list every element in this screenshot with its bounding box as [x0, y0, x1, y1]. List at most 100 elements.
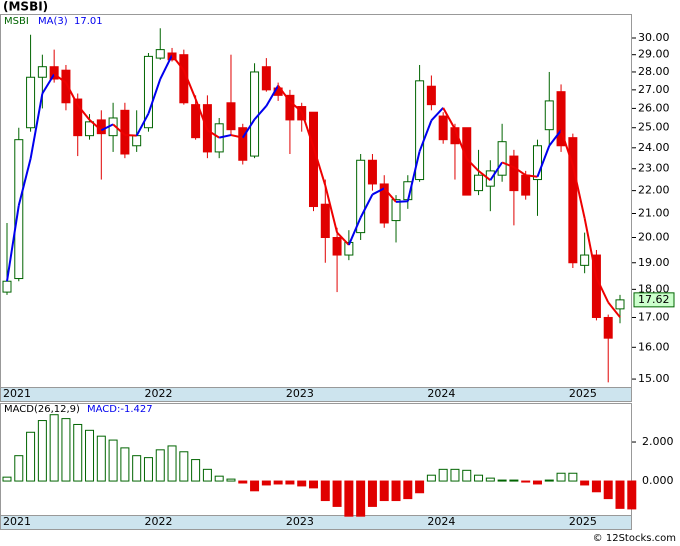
last-price-label: 17.62 [638, 293, 670, 306]
candle-body [532, 145, 542, 181]
candle-body [415, 80, 425, 181]
y-tick-label: 28.00 [638, 65, 670, 78]
y-tick-label: 23.00 [638, 162, 670, 175]
y-tick-label: 22.00 [638, 184, 670, 197]
candle-body [320, 203, 330, 239]
macd-bar [37, 420, 47, 482]
y-tick-label: 21.00 [638, 207, 670, 220]
candle-body [426, 85, 436, 106]
y-tick-label: 0.000 [642, 474, 674, 487]
ma-line [88, 119, 102, 132]
ma-line [312, 146, 327, 186]
ma-line [241, 118, 256, 139]
macd-bar [167, 445, 177, 482]
y-tick-label: 2.000 [642, 435, 674, 448]
candle-body [261, 66, 271, 91]
macd-bar [143, 457, 153, 482]
macd-bar [521, 480, 531, 483]
macd-bar [462, 469, 472, 482]
macd-bar [309, 480, 318, 489]
ma-line [607, 301, 621, 318]
macd-bar [132, 455, 142, 482]
y-tick-label: 29.00 [638, 48, 670, 61]
macd-bar [261, 480, 271, 486]
candle-body [226, 102, 236, 131]
y-tick-label: 15.00 [638, 372, 670, 385]
legend-ma-value: 17.01 [74, 16, 103, 27]
ma-line [347, 217, 362, 246]
ma-line [442, 107, 456, 130]
ma-line [112, 123, 126, 136]
candle-body [73, 98, 83, 137]
ma-line [53, 73, 67, 84]
candle-body [250, 71, 260, 157]
ma-line [29, 93, 44, 159]
candle-body [544, 100, 554, 131]
ma-line [513, 166, 527, 177]
ma-line [477, 170, 491, 181]
ma-line [560, 129, 574, 166]
macd-bar [250, 480, 260, 492]
ma-line [206, 129, 220, 139]
macd-bar [627, 480, 637, 510]
ma-line [324, 185, 339, 233]
macd-bar [367, 480, 377, 507]
y-tick-label: 16.00 [638, 340, 670, 353]
candle-body [391, 199, 401, 222]
y-tick-label: 26.00 [638, 101, 670, 114]
ma-line [466, 158, 480, 172]
candle-body [285, 94, 295, 121]
ma-line [406, 151, 421, 202]
macd-bar [509, 479, 519, 482]
macd-bar [415, 480, 425, 494]
macd-bar [568, 472, 578, 482]
macd-bar [226, 478, 236, 482]
ma-line [171, 54, 185, 71]
y-tick-label: 18.00 [638, 282, 670, 295]
candle-body [238, 127, 248, 161]
ma-line [147, 78, 162, 114]
macd-bar [615, 480, 625, 509]
candle-body [615, 299, 625, 310]
macd-bar [191, 459, 201, 482]
macd-bar [285, 480, 295, 485]
chart-title: (MSBI) [3, 0, 48, 14]
ma-line [265, 85, 279, 107]
macd-bar [108, 439, 118, 482]
macd-bar [85, 429, 95, 482]
ma-line [336, 231, 350, 246]
macd-bar [379, 480, 389, 502]
candle-body [509, 155, 519, 192]
ma-line [489, 161, 503, 181]
ma-line [371, 187, 385, 196]
macd-bar [332, 480, 342, 507]
macd-bar [532, 480, 542, 485]
ma-line [300, 111, 315, 148]
legend-ma: MA(3) [38, 16, 68, 27]
macd-bar [356, 480, 366, 517]
macd-bar [403, 480, 413, 500]
candle-body [521, 174, 531, 196]
ma-line [395, 200, 408, 203]
ma-line [548, 129, 562, 147]
macd-bar [320, 480, 330, 502]
macd-bar [61, 418, 71, 482]
candle-body [26, 76, 36, 129]
candle-body [438, 115, 448, 141]
macd-bar [497, 479, 507, 482]
ma-line [383, 187, 397, 203]
candle-body [61, 69, 71, 104]
ma-line [583, 218, 598, 278]
macd-bar [426, 474, 436, 482]
ma-line [289, 100, 303, 113]
candle-body [155, 49, 165, 59]
macd-bar [450, 468, 460, 482]
y-tick-label: 20.00 [638, 231, 670, 244]
price-date-band [0, 387, 632, 402]
candle-body [214, 123, 224, 153]
ma-line [501, 161, 515, 169]
macd-bar [438, 468, 448, 482]
candle-body [556, 91, 566, 147]
macd-date-band [0, 515, 632, 530]
ma-line [218, 134, 232, 139]
